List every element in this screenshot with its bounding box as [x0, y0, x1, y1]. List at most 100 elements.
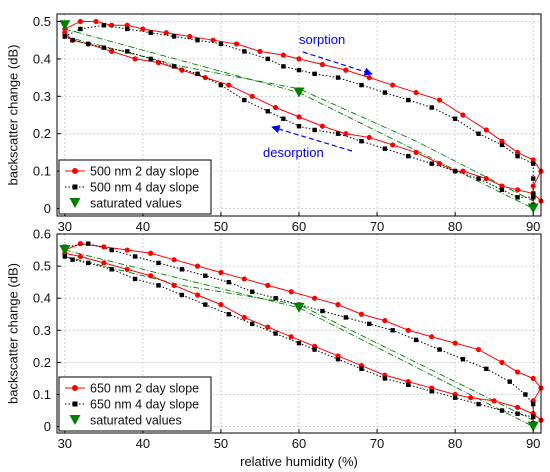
top-panel: 30 40 50 60 70 80 90 0 0.1 0.2 0.3 0.4 0.5 backscat…: [5, 13, 544, 234]
top-y-tick-label: 0.3: [33, 89, 51, 104]
top-data-point: [483, 127, 489, 133]
bottom-saturated-marker: [527, 421, 539, 432]
top-data-point: [163, 30, 169, 36]
top-data-point: [101, 45, 107, 50]
bottom-data-point: [343, 315, 349, 320]
bottom-y-tick-labels: 0 0.1 0.2 0.3 0.4 0.5 0.6: [33, 227, 61, 434]
bottom-y-tick-label: 0.3: [33, 323, 51, 338]
bottom-y-tick-label: 0.4: [33, 291, 51, 306]
bottom-data-point: [288, 334, 294, 340]
bottom-x-tick-label: 60: [292, 436, 306, 451]
top-data-point: [429, 105, 434, 110]
top-data-point: [265, 109, 270, 114]
top-x-tick-label: 80: [448, 219, 462, 234]
top-data-point: [452, 168, 458, 174]
top-legend-entry: 500 nm 4 day slope: [65, 181, 199, 195]
top-y-tick-label: 0.2: [33, 126, 51, 141]
top-data-point: [312, 71, 317, 77]
bottom-data-point: [132, 276, 138, 282]
top-data-point: [218, 41, 224, 47]
top-data-point: [272, 104, 279, 111]
bottom-y-tick-label: 0.5: [33, 259, 51, 274]
bottom-x-tick-labels: 30 40 50 60 70 80 90: [58, 429, 540, 451]
bottom-data-point: [515, 411, 520, 416]
annotation-desorption: desorption: [263, 145, 324, 160]
bottom-data-point: [101, 260, 107, 266]
top-annotations: sorption desorption: [263, 32, 373, 160]
top-data-point: [335, 131, 341, 136]
bottom-legend-label: 650 nm 2 day slope: [90, 382, 199, 396]
annotation-arrow: [302, 51, 373, 76]
top-data-point: [281, 116, 286, 121]
top-data-point: [226, 82, 232, 88]
top-data-point: [77, 18, 84, 25]
top-data-point: [515, 195, 520, 200]
top-data-point: [343, 131, 349, 137]
bottom-data-point: [203, 302, 208, 307]
bottom-data-point: [156, 283, 161, 288]
bottom-data-point: [390, 328, 395, 333]
bottom-data-point: [109, 247, 114, 253]
bottom-data-point: [312, 295, 318, 301]
top-legend-label: saturated values: [90, 197, 182, 211]
top-x-tick-label: 90: [526, 219, 540, 234]
bottom-data-point: [530, 375, 536, 382]
top-y-tick-label: 0.4: [33, 51, 51, 66]
annotation-sorption: sorption: [299, 32, 345, 47]
bottom-data-point: [194, 263, 201, 269]
bottom-data-point: [77, 241, 84, 247]
bottom-data-point: [241, 276, 247, 282]
bottom-x-tick-label: 70: [370, 436, 384, 451]
top-data-point: [436, 161, 443, 167]
top-data-point: [125, 26, 130, 32]
top-data-point: [499, 142, 505, 148]
top-saturated-marker: [527, 203, 539, 214]
bottom-legend-label: 650 nm 4 day slope: [90, 398, 199, 412]
bottom-data-point: [124, 247, 130, 253]
bottom-data-point: [203, 273, 208, 278]
top-series-line: [64, 20, 542, 205]
top-data-point: [499, 138, 505, 144]
bottom-data-point: [249, 289, 255, 294]
bottom-data-point: [359, 366, 364, 372]
annotation-arrow: [271, 125, 353, 152]
bottom-data-point: [249, 321, 255, 327]
top-data-point: [390, 142, 396, 148]
bottom-data-point: [179, 292, 185, 298]
top-legend-label: 500 nm 4 day slope: [90, 181, 199, 195]
top-data-point: [359, 138, 364, 144]
top-data-point: [171, 34, 177, 39]
top-data-point: [319, 61, 326, 68]
bottom-legend-entry: saturated values: [69, 414, 182, 428]
top-data-point: [62, 34, 68, 39]
bottom-legend-label: saturated values: [90, 414, 182, 428]
top-data-point: [312, 127, 317, 133]
bottom-data-point: [429, 334, 435, 340]
top-data-point: [70, 37, 75, 43]
top-data-point: [359, 82, 364, 88]
bottom-y-axis-label: backscatter change (dB): [5, 263, 20, 404]
bottom-saturated-marker: [59, 245, 71, 256]
top-data-point: [390, 82, 396, 88]
top-y-axis-label: backscatter change (dB): [5, 45, 20, 186]
bottom-data-point: [171, 282, 177, 288]
top-data-point: [62, 30, 68, 36]
top-data-point: [93, 18, 99, 25]
top-data-point: [101, 23, 107, 28]
top-data-point: [514, 187, 521, 193]
bottom-saturated-markers: [59, 245, 539, 432]
bottom-data-point: [367, 321, 372, 327]
top-data-point: [530, 157, 536, 163]
top-saturated-marker: [59, 20, 71, 31]
bottom-data-point: [218, 302, 224, 308]
top-data-point: [436, 97, 443, 103]
bottom-data-point: [335, 302, 341, 308]
bottom-data-point: [514, 369, 521, 375]
top-data-point: [460, 112, 466, 118]
top-legend-box: [58, 159, 212, 215]
bottom-x-tick-label: 30: [58, 436, 72, 451]
top-data-point: [530, 176, 536, 181]
top-data-point: [249, 93, 255, 99]
bottom-data-point: [452, 340, 458, 346]
top-data-point: [366, 74, 372, 81]
